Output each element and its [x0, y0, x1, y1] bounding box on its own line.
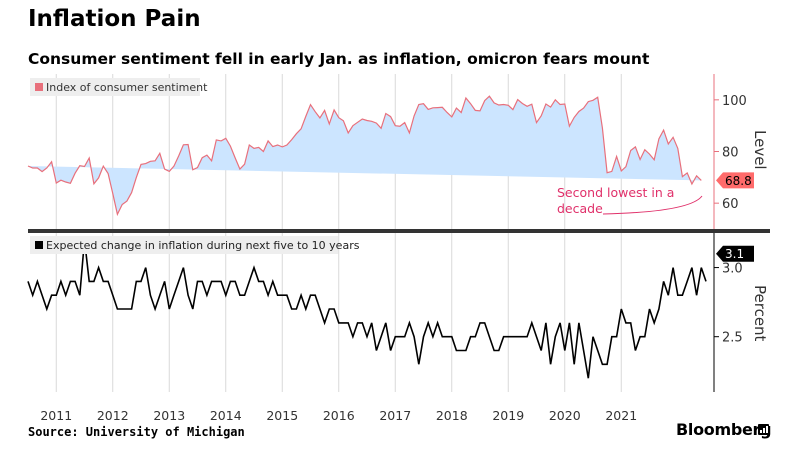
annotation-arrow	[602, 195, 703, 215]
sentiment-last-value-badge	[716, 172, 754, 189]
inflation-last-value: 3.1	[725, 247, 744, 261]
bottom-y-tick-label: 3.0	[722, 262, 743, 277]
top-legend-label: Index of consumer sentiment	[46, 81, 208, 94]
x-tick-label: 2011	[40, 408, 72, 423]
bottom-legend-label: Expected change in inflation during next…	[46, 239, 360, 252]
bottom-y-ticks: 2.5 3.0	[714, 262, 743, 346]
top-y-tick-label: 100	[722, 94, 747, 109]
chart-subtitle: Consumer sentiment fell in early Jan. as…	[28, 50, 650, 68]
top-y-tick-label: 80	[722, 146, 739, 161]
top-legend-swatch	[35, 83, 43, 91]
top-axis-title: Level	[751, 130, 769, 170]
bottom-grid	[55, 233, 622, 392]
x-tick-label: 2017	[379, 408, 411, 423]
brand-logo-text: Bloomberg	[676, 420, 772, 439]
top-legend-box	[30, 78, 200, 96]
bottom-axis-title: Percent	[751, 285, 769, 342]
x-tick-label: 2018	[436, 408, 468, 423]
x-tick-label: 2013	[153, 408, 185, 423]
top-y-tick-label: 60	[722, 197, 739, 212]
x-tick-label: 2020	[549, 408, 581, 423]
x-ticks: 2011 2012 2013 2014 2015 2016 2017 2018 2019 2020…	[40, 408, 637, 423]
inflation-last-value-badge	[716, 245, 754, 262]
sentiment-last-value: 68.8	[725, 174, 752, 188]
x-tick-label: 2019	[492, 408, 524, 423]
bottom-legend-swatch	[35, 241, 43, 249]
x-tick-label: 2021	[605, 408, 637, 423]
sentiment-line	[27, 95, 702, 217]
bottom-y-tick-label: 2.5	[722, 331, 743, 346]
x-tick-label: 2014	[210, 408, 242, 423]
inflation-expectation-line	[27, 239, 707, 379]
x-tick-label: 2012	[97, 408, 129, 423]
x-tick-label: 2016	[323, 408, 355, 423]
sentiment-area	[28, 96, 702, 215]
chart-title: Inflation Pain	[28, 6, 201, 32]
x-tick-label: 2015	[266, 408, 298, 423]
annotation-line-2: decade	[557, 201, 603, 216]
top-y-ticks: 60 80 100	[714, 94, 747, 212]
source-note: Source: University of Michigan	[28, 425, 245, 439]
bottom-legend-box	[30, 236, 338, 254]
bloomberg-chart-icon	[758, 424, 769, 435]
annotation-line-1: Second lowest in a	[557, 185, 674, 200]
